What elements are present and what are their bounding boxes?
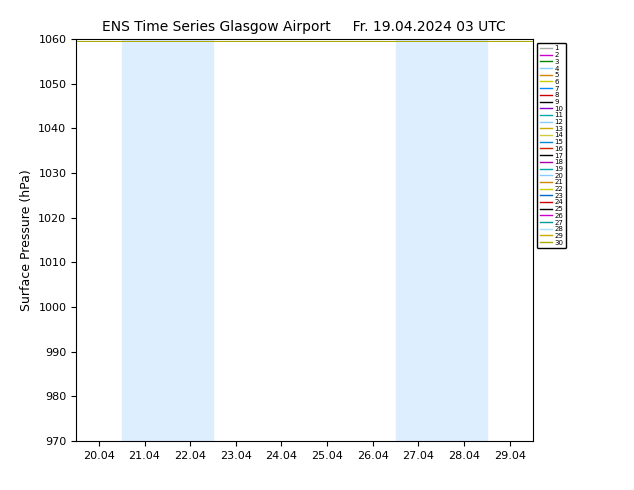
Legend: 1, 2, 3, 4, 5, 6, 7, 8, 9, 10, 11, 12, 13, 14, 15, 16, 17, 18, 19, 20, 21, 22, 2: 1, 2, 3, 4, 5, 6, 7, 8, 9, 10, 11, 12, 1… — [537, 43, 566, 248]
Title: ENS Time Series Glasgow Airport     Fr. 19.04.2024 03 UTC: ENS Time Series Glasgow Airport Fr. 19.0… — [103, 20, 506, 34]
Y-axis label: Surface Pressure (hPa): Surface Pressure (hPa) — [20, 169, 33, 311]
Bar — [122, 39, 213, 441]
Bar — [396, 39, 487, 441]
